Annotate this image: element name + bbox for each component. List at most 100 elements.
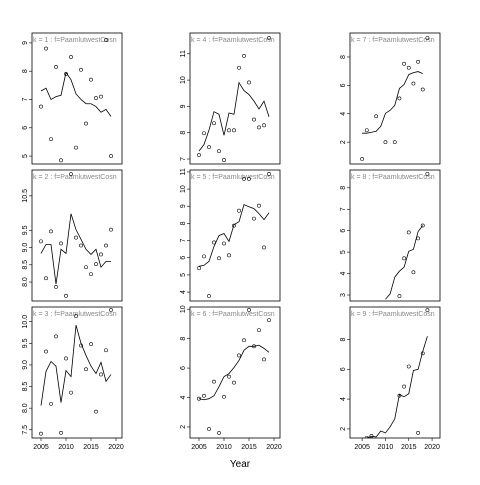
x-tick-label: 2015: [401, 444, 417, 451]
data-point: [374, 114, 379, 119]
data-point: [99, 372, 103, 377]
data-point: [49, 137, 53, 142]
data-point: [89, 272, 93, 277]
data-point: [202, 254, 206, 259]
x-tick-label: 2005: [354, 444, 370, 451]
y-tick-label: 4: [340, 397, 347, 401]
data-point: [237, 208, 241, 213]
x-tick-label: 2005: [191, 444, 207, 451]
y-tick-label: 2: [180, 425, 187, 429]
y-tick-label: 10: [180, 185, 187, 193]
data-point: [227, 374, 231, 379]
data-point: [237, 353, 241, 358]
panel: k = 9 : f=PaamlutwestCosn: [351, 308, 435, 438]
data-point: [392, 140, 397, 145]
data-point: [104, 38, 108, 42]
data-point: [64, 356, 68, 361]
data-point: [94, 409, 98, 414]
trend-line: [40, 71, 112, 117]
data-point: [202, 393, 206, 398]
y-tick-label: 6: [180, 256, 187, 260]
data-point: [232, 128, 236, 133]
data-point: [222, 241, 226, 246]
data-point: [59, 430, 63, 435]
data-point: [44, 46, 48, 51]
y-tick-label: 8: [180, 131, 187, 135]
data-point: [109, 227, 113, 232]
data-point: [242, 338, 246, 343]
data-point: [49, 229, 53, 234]
data-point: [104, 243, 108, 248]
y-tick-label: 6: [340, 367, 347, 371]
data-point: [44, 349, 48, 354]
trend-line: [198, 204, 270, 267]
data-point: [99, 252, 103, 257]
data-point: [99, 94, 103, 99]
y-tick-label: 4: [180, 395, 187, 399]
panel-title: k = 4 : f=PaamlutwestCosn: [191, 37, 275, 44]
data-point: [104, 348, 108, 353]
panel: k = 6 : f=PaamlutwestCosn: [191, 308, 275, 435]
data-point: [227, 253, 231, 258]
y-tick-label: 3: [340, 293, 347, 297]
y-tick-label: 5: [180, 273, 187, 277]
panel: k = 8 : f=PaamlutwestCosn: [351, 171, 435, 300]
data-point: [109, 154, 113, 158]
y-tick-label: 4: [180, 290, 187, 294]
data-point: [207, 294, 211, 298]
data-point: [247, 80, 251, 85]
y-tick-label: 8: [340, 337, 347, 341]
panel-frame: [189, 306, 281, 439]
data-point: [207, 427, 211, 431]
data-point: [89, 342, 93, 347]
y-tick-label: 9.0: [22, 243, 29, 253]
data-point: [39, 239, 43, 244]
data-point: [54, 65, 58, 69]
y-tick-label: 10.5: [22, 189, 29, 203]
y-tick-label: 9.5: [22, 225, 29, 235]
data-point: [252, 117, 256, 122]
y-tick-label: 8: [22, 69, 29, 73]
data-point: [425, 36, 430, 40]
panel-title: k = 9 : f=PaamlutwestCosn: [351, 311, 435, 318]
y-tick-label: 5: [22, 154, 29, 158]
panel-frame: [349, 169, 441, 302]
data-point: [79, 243, 83, 248]
y-tick-label: 9.0: [22, 360, 29, 370]
data-point: [383, 140, 388, 145]
data-point: [232, 223, 236, 228]
data-point: [247, 177, 251, 181]
data-point: [416, 431, 420, 435]
y-tick-label: 10.0: [22, 315, 29, 329]
data-point: [74, 145, 78, 150]
y-tick-label: 5: [340, 250, 347, 254]
data-point: [257, 125, 261, 130]
data-point: [420, 223, 425, 228]
data-point: [397, 294, 402, 298]
x-tick-label: 2020: [108, 444, 124, 451]
trend-line: [198, 344, 270, 401]
y-tick-label: 7: [22, 97, 29, 101]
data-point: [252, 216, 256, 221]
trend-line: [362, 71, 423, 134]
panel-title: k = 3 : f=PaamlutwestCosn: [33, 311, 117, 318]
data-point: [262, 245, 266, 250]
panel-frame: [349, 32, 441, 165]
data-point: [74, 314, 78, 318]
data-point: [69, 172, 73, 177]
panel-frame: [189, 169, 281, 302]
data-point: [411, 270, 416, 275]
y-tick-label: 9.5: [22, 338, 29, 348]
data-point: [420, 87, 425, 92]
y-tick-label: 2: [340, 140, 347, 144]
data-point: [39, 104, 43, 109]
y-tick-label: 7: [180, 239, 187, 243]
data-point: [109, 308, 113, 312]
data-point: [232, 380, 236, 385]
trend-line: [40, 325, 112, 406]
panel: k = 4 : f=PaamlutwestCosn: [191, 36, 275, 162]
trend-line: [385, 225, 424, 300]
data-point: [217, 149, 221, 154]
data-point: [217, 256, 221, 261]
